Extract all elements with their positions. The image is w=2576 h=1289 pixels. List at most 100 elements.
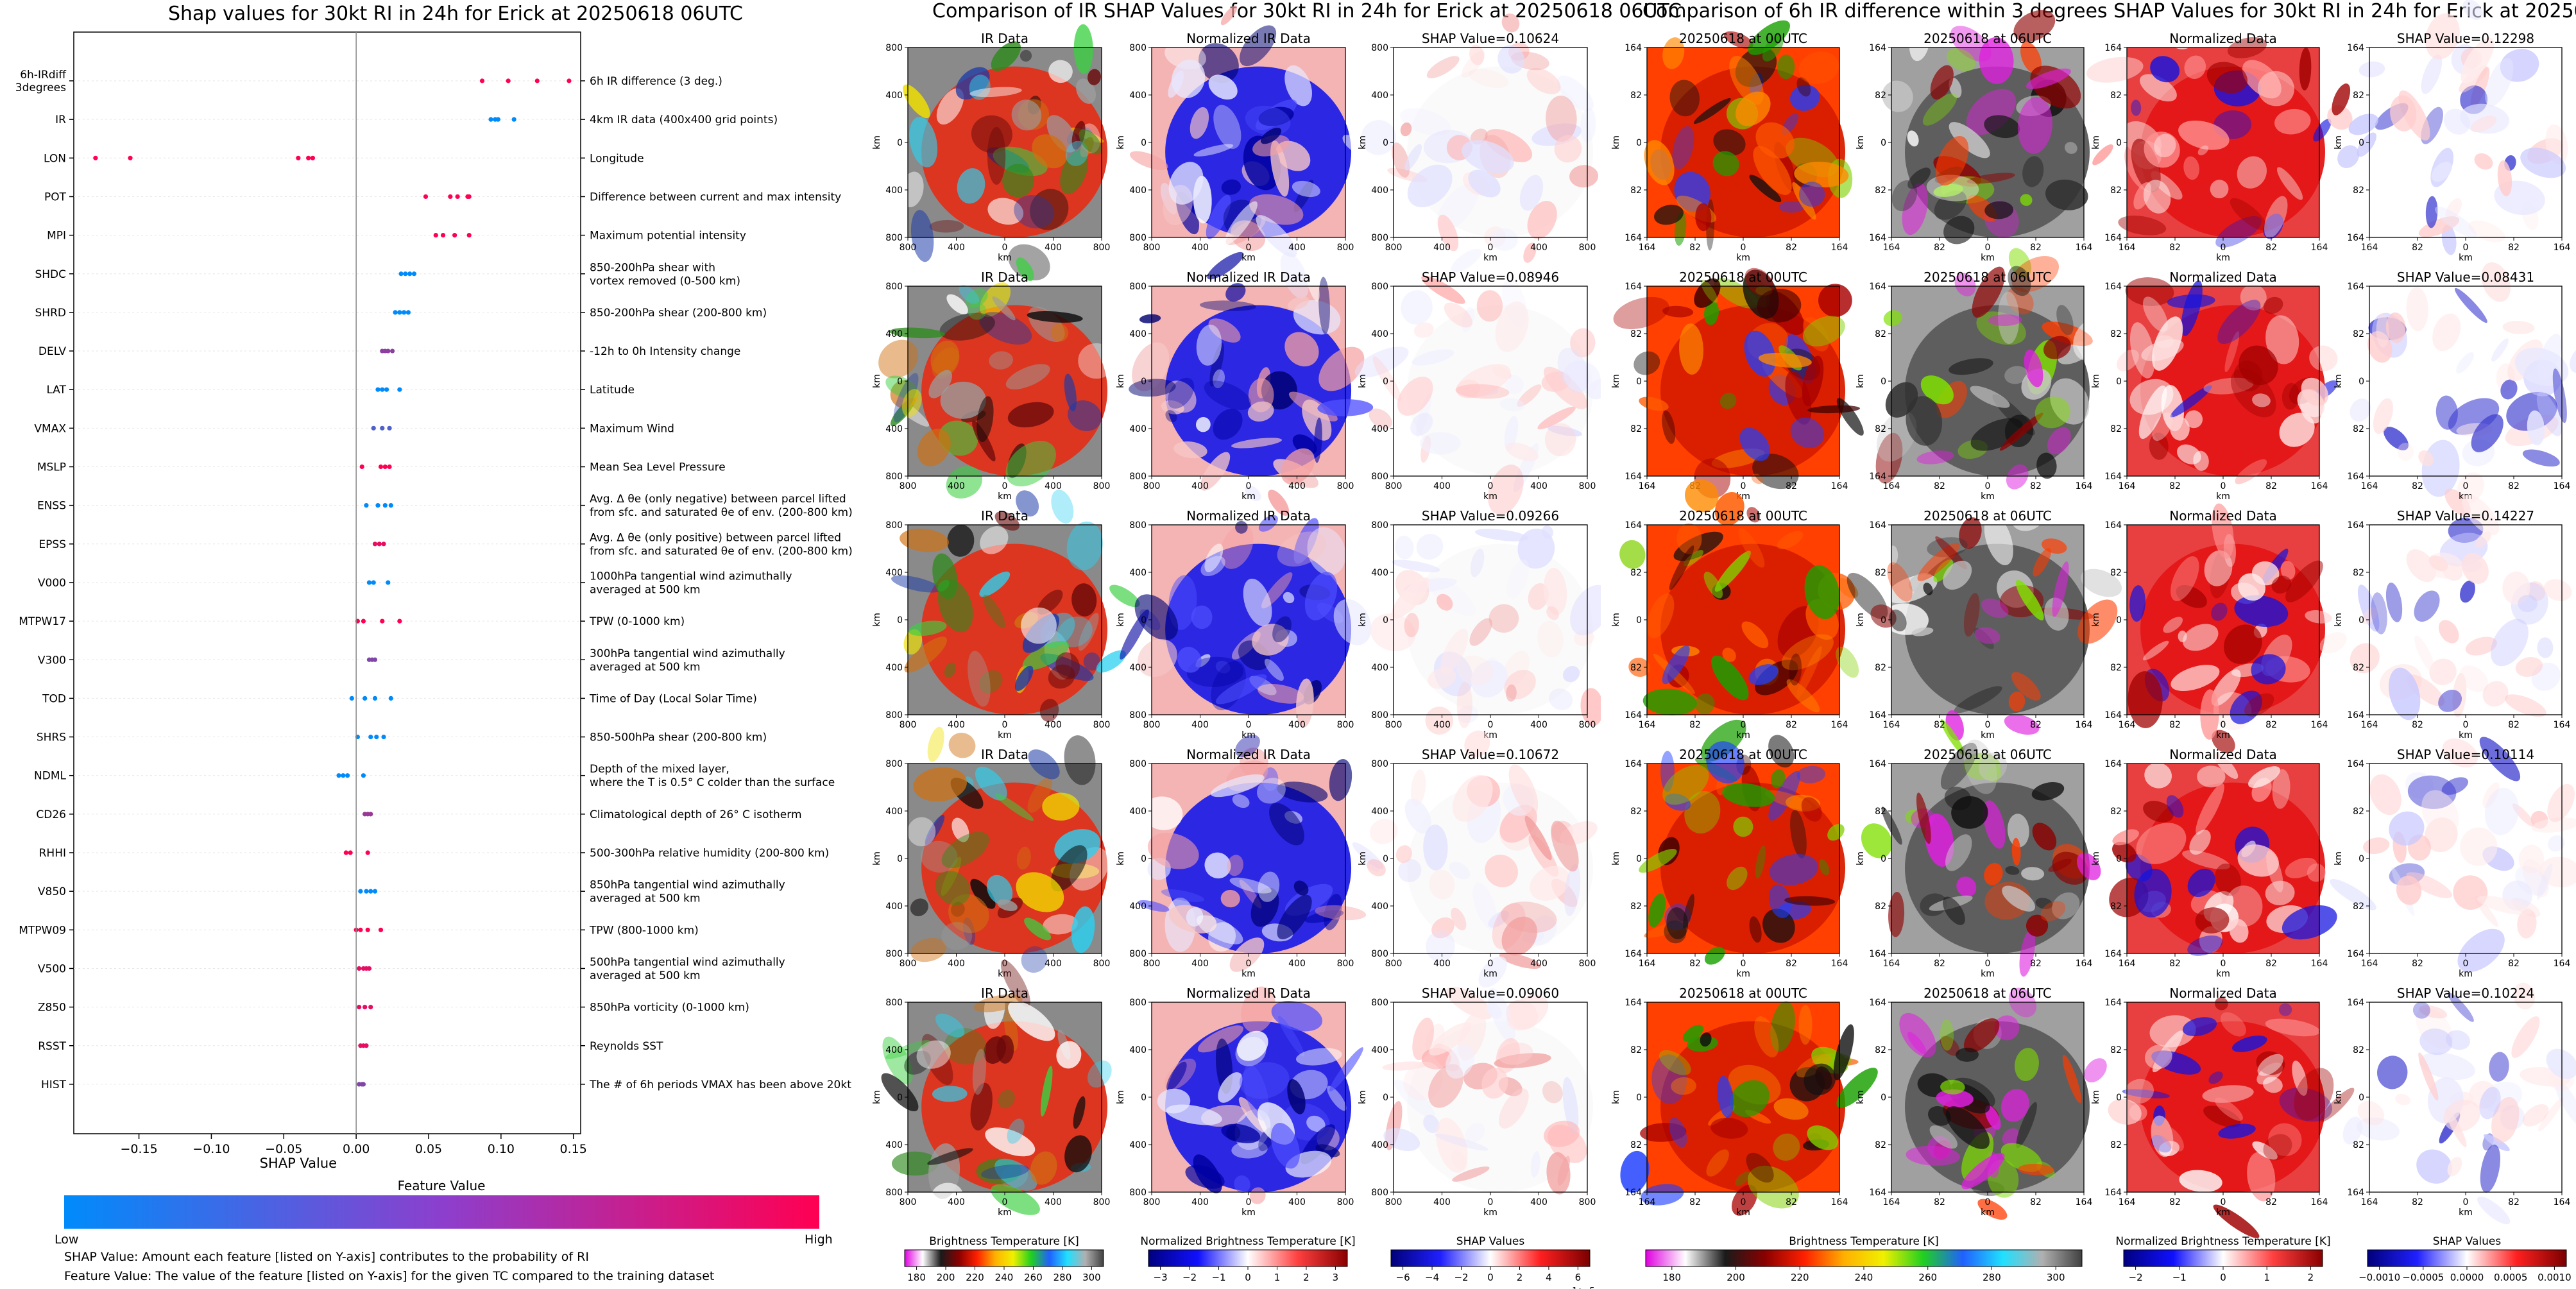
x-tick-label: 0	[1246, 481, 1252, 491]
panel-blob	[1208, 318, 1241, 343]
shap-point	[380, 425, 385, 431]
feature-description-label: averaged at 500 km	[590, 892, 701, 905]
panel-blob	[1064, 373, 1077, 411]
y-tick-label: 800	[885, 233, 903, 243]
panel-blob	[2517, 909, 2537, 939]
panel-blob	[1073, 24, 1093, 74]
shap-point	[306, 155, 311, 160]
x-axis-label: km	[1241, 491, 1256, 502]
panel-blob	[1258, 683, 1304, 704]
panel-blob	[981, 1165, 1029, 1179]
feature-code-label: 3degrees	[15, 81, 66, 94]
panel-blob	[2481, 262, 2511, 302]
panel-blob	[1768, 771, 1800, 821]
panel-blob	[1280, 252, 1309, 299]
panel-blob	[2497, 160, 2512, 196]
panel-blob	[1221, 1123, 1261, 1143]
colorbar-tick-label: 1	[1274, 1272, 1281, 1283]
y-axis-label: km	[1358, 374, 1368, 388]
panel-blob	[2144, 132, 2180, 168]
image-panel: Normalized IR Data8008004004000040040080…	[1116, 5, 1368, 280]
x-tick-label: 0	[2221, 481, 2226, 491]
panel-blob	[1748, 1165, 1799, 1209]
panel-blob	[1196, 324, 1222, 366]
panel-blob	[987, 875, 1013, 905]
panel-blob	[2024, 349, 2043, 388]
panel-blob	[1974, 627, 1994, 649]
panel-blob	[2018, 1163, 2054, 1175]
panel-blob	[1327, 1086, 1347, 1111]
y-tick-label: 0	[2116, 854, 2122, 864]
y-axis-label: km	[1116, 135, 1126, 149]
y-tick-label: 0	[897, 377, 903, 387]
panel-blob	[1421, 1048, 1451, 1070]
y-tick-label: 800	[1371, 233, 1388, 243]
panel-blob	[1954, 686, 2002, 713]
panel-blob	[1802, 317, 1829, 352]
x-tick-label: 400	[1530, 959, 1548, 969]
panel-blob	[935, 871, 971, 905]
panel-blob	[1451, 248, 1482, 273]
y-tick-label: 82	[1875, 663, 1886, 673]
panel-blob	[1503, 783, 1534, 816]
panel-blob	[1352, 842, 1384, 869]
panel-blob	[2457, 928, 2505, 972]
x-tick-label: 800	[1337, 720, 1354, 730]
panel-blob	[2077, 599, 2118, 644]
panel-blob	[1227, 855, 1243, 876]
panel-blob	[946, 294, 968, 315]
panel-blob	[1704, 946, 1725, 965]
panel-blob	[1773, 1098, 1809, 1120]
panel-blob	[1752, 454, 1799, 490]
panel-blob	[2441, 777, 2469, 795]
x-tick-label: 400	[1433, 959, 1451, 969]
panel-blob	[2212, 730, 2235, 754]
panel-blob	[1177, 647, 1202, 673]
y-axis-label: km	[1611, 1090, 1621, 1104]
y-axis-label: km	[1358, 135, 1368, 149]
panel-blob	[1429, 1022, 1472, 1056]
panel-blob	[1283, 592, 1295, 604]
panel-blob	[1008, 1001, 1055, 1041]
panel-blob	[1277, 531, 1326, 567]
panel-blob	[1383, 1128, 1420, 1152]
x-tick-label: 82	[2412, 481, 2423, 491]
panel-blob	[2008, 266, 2031, 296]
x-tick-label: 82	[1689, 1197, 1701, 1208]
image-panel: 20250618 at 00UTC1641648282008282164164k…	[1611, 735, 1848, 979]
panel-blob	[1790, 85, 1820, 111]
panel-blob	[2279, 413, 2315, 447]
panel-blob	[1526, 67, 1561, 94]
shap-point	[397, 310, 402, 315]
panel-blob	[2015, 1048, 2039, 1081]
panel-blob	[2149, 1015, 2196, 1048]
x-tick-label: 82	[2030, 720, 2042, 730]
y-tick-label: 164	[1869, 1188, 1886, 1198]
panel-blob	[1048, 60, 1073, 83]
panel-blob	[1796, 77, 1811, 97]
x-tick-label: 400	[1045, 1197, 1062, 1208]
panel-blob	[1423, 1114, 1440, 1134]
panel-blob	[1907, 130, 1919, 147]
panel-blob	[1258, 515, 1278, 532]
panel-blob	[910, 898, 928, 916]
x-tick-label: 800	[1143, 959, 1161, 969]
x-tick-label: 800	[1337, 243, 1354, 253]
panel-blob	[1226, 1125, 1241, 1141]
colorbar-tick-label: −4	[1425, 1272, 1439, 1283]
y-tick-label: 400	[1371, 90, 1388, 101]
panel-blob	[936, 88, 964, 125]
x-tick-label: 82	[2169, 720, 2181, 730]
panel-blob	[2195, 907, 2230, 934]
panel-blob	[2265, 880, 2295, 905]
panel-blob	[907, 817, 936, 846]
y-tick-label: 400	[885, 90, 903, 101]
panel-blob	[2118, 216, 2167, 235]
panel-blob	[1988, 314, 2022, 326]
panel-blob	[2052, 892, 2080, 919]
shap-point	[366, 580, 372, 585]
panel-blob	[1208, 922, 1236, 952]
y-tick-label: 800	[1129, 759, 1147, 769]
panel-blob	[1662, 305, 1694, 318]
y-tick-label: 800	[885, 759, 903, 769]
